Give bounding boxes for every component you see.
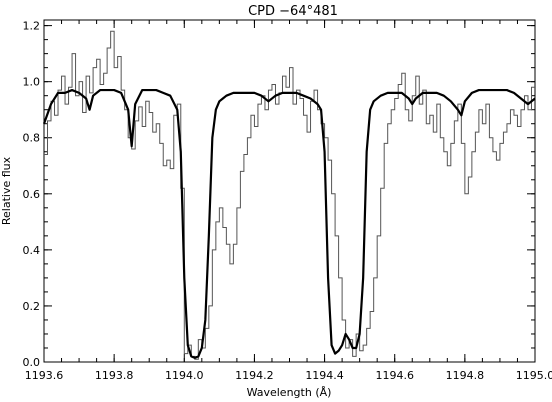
y-tick-label: 1.2 — [23, 20, 41, 33]
x-tick-label: 1194.2 — [235, 369, 274, 382]
y-axis: 0.0 0.2 0.4 0.6 0.8 1.0 1.2 — [23, 20, 535, 369]
x-tick-label: 1194.4 — [305, 369, 344, 382]
series-layer — [42, 30, 536, 360]
series-observed-histogram — [44, 30, 535, 360]
y-tick-label: 0.0 — [23, 356, 41, 369]
x-axis-label: Wavelength (Å) — [247, 386, 332, 399]
y-tick-label: 0.4 — [23, 244, 41, 257]
series-model-line — [42, 88, 536, 359]
x-axis: 1193.6 1193.8 1194.0 1194.2 1194.4 1194.6 1194… — [25, 20, 552, 382]
y-tick-label: 1.0 — [23, 76, 41, 89]
y-tick-label: 0.2 — [23, 300, 41, 313]
x-tick-label: 1194.0 — [165, 369, 204, 382]
x-tick-label: 1193.6 — [25, 369, 64, 382]
x-tick-label: 1194.8 — [446, 369, 485, 382]
x-tick-label: 1194.6 — [375, 369, 414, 382]
x-tick-label: 1193.8 — [95, 369, 134, 382]
chart-title: CPD −64°481 — [248, 4, 338, 19]
y-tick-label: 0.8 — [23, 132, 41, 145]
y-axis-label: Relative flux — [0, 156, 13, 225]
y-tick-label: 0.6 — [23, 188, 41, 201]
x-tick-label: 1195.0 — [516, 369, 552, 382]
